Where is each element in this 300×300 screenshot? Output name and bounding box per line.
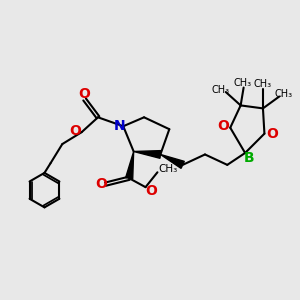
Text: O: O [79, 87, 91, 101]
Text: N: N [114, 119, 125, 133]
Polygon shape [160, 154, 184, 168]
Text: B: B [243, 151, 254, 165]
Text: O: O [266, 127, 278, 141]
Text: O: O [146, 184, 158, 198]
Text: O: O [69, 124, 81, 138]
Text: CH₃: CH₃ [158, 164, 178, 174]
Text: CH₃: CH₃ [212, 85, 230, 95]
Text: CH₃: CH₃ [254, 79, 272, 89]
Text: CH₃: CH₃ [274, 89, 292, 99]
Polygon shape [126, 152, 134, 179]
Text: O: O [96, 177, 107, 191]
Text: O: O [217, 119, 229, 133]
Text: CH₃: CH₃ [233, 78, 251, 88]
Polygon shape [134, 151, 161, 158]
